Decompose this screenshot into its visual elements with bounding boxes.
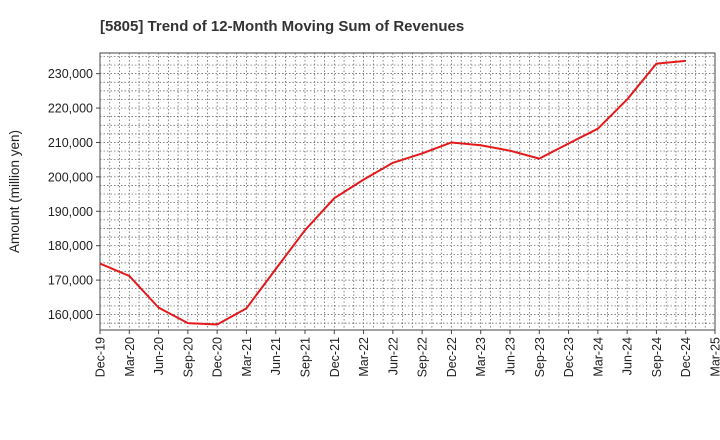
x-tick-label: Mar-20: [123, 337, 137, 377]
y-tick-label: 180,000: [48, 239, 93, 253]
x-tick-label: Mar-25: [709, 337, 720, 377]
y-tick-label: 190,000: [48, 205, 93, 219]
y-tick-label: 220,000: [48, 102, 93, 116]
y-tick-label: 160,000: [48, 308, 93, 322]
x-tick-label: Sep-23: [533, 337, 547, 377]
x-tick-label: Dec-24: [679, 337, 693, 377]
series-line: [99, 59, 686, 326]
chart-title: [5805] Trend of 12-Month Moving Sum of R…: [100, 18, 464, 35]
x-tick-label: Sep-22: [416, 337, 430, 377]
x-tick-label: Mar-24: [591, 337, 605, 377]
x-tick-label: Dec-23: [562, 337, 576, 377]
x-tick-label: Dec-21: [328, 337, 342, 377]
x-tick-label: Dec-19: [94, 337, 108, 377]
x-axis: Dec-19 Mar-20 Jun-20 Sep-20 Dec-20 Mar-21 Jun-…: [94, 330, 720, 377]
x-tick-label: Jun-23: [504, 337, 518, 375]
y-axis-label: Amount (million yen): [7, 130, 22, 253]
x-tick-label: Mar-23: [474, 337, 488, 377]
x-tick-label: Jun-24: [621, 337, 635, 375]
x-tick-label: Sep-20: [181, 337, 195, 377]
y-tick-label: 210,000: [48, 136, 93, 150]
x-tick-label: Sep-24: [650, 337, 664, 377]
y-tick-label: 230,000: [48, 67, 93, 81]
x-tick-label: Mar-22: [357, 337, 371, 377]
y-axis: 160,000 170,000 180,000 190,000 200,000 210,0…: [48, 67, 100, 322]
grid-lines: [100, 53, 715, 330]
y-tick-label: 200,000: [48, 170, 93, 184]
x-tick-label: Jun-20: [152, 337, 166, 375]
series-group: [99, 59, 686, 326]
x-tick-label: Jun-21: [269, 337, 283, 375]
x-tick-label: Sep-21: [299, 337, 313, 377]
x-tick-label: Mar-21: [240, 337, 254, 377]
x-tick-label: Dec-22: [445, 337, 459, 377]
x-tick-label: Dec-20: [211, 337, 225, 377]
y-tick-label: 170,000: [48, 274, 93, 288]
x-tick-label: Jun-22: [386, 337, 400, 375]
